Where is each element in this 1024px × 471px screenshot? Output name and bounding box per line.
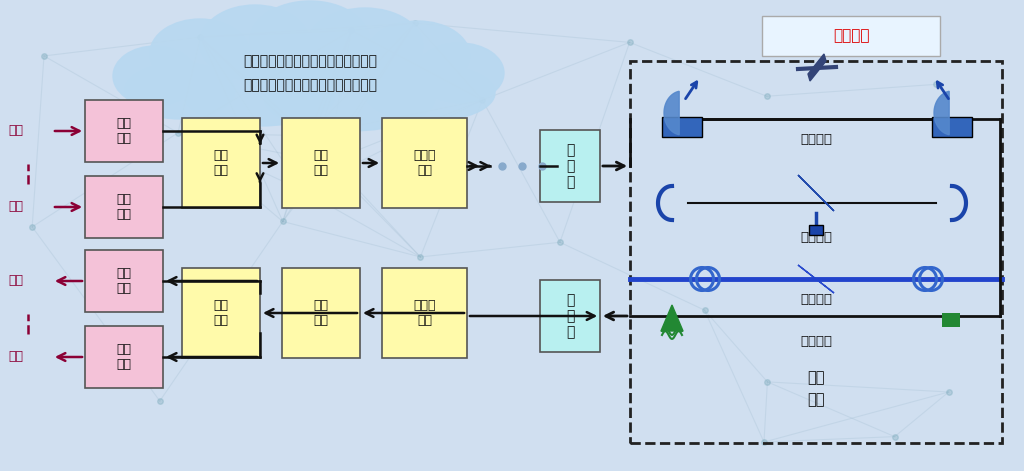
Ellipse shape xyxy=(200,5,310,81)
FancyBboxPatch shape xyxy=(809,225,823,235)
Text: 用户
环路: 用户 环路 xyxy=(213,299,228,327)
FancyBboxPatch shape xyxy=(182,118,260,208)
Text: 发
送
机: 发 送 机 xyxy=(566,143,574,189)
Ellipse shape xyxy=(307,8,423,84)
Text: 电复接
设备: 电复接 设备 xyxy=(414,299,436,327)
Polygon shape xyxy=(798,175,834,211)
FancyBboxPatch shape xyxy=(85,100,163,162)
Polygon shape xyxy=(662,305,683,331)
FancyBboxPatch shape xyxy=(85,250,163,312)
Ellipse shape xyxy=(185,66,335,126)
Text: 用户
环路: 用户 环路 xyxy=(213,149,228,177)
Text: 用户
终端: 用户 终端 xyxy=(117,343,131,371)
FancyBboxPatch shape xyxy=(182,268,260,358)
FancyBboxPatch shape xyxy=(85,176,163,238)
Text: 微波通信: 微波通信 xyxy=(800,231,831,244)
FancyBboxPatch shape xyxy=(762,16,940,56)
Text: 通信信道: 通信信道 xyxy=(833,29,869,43)
Text: 光纤通信: 光纤通信 xyxy=(800,293,831,306)
Text: 信息: 信息 xyxy=(8,275,23,287)
Ellipse shape xyxy=(366,21,470,91)
Ellipse shape xyxy=(125,63,234,119)
FancyBboxPatch shape xyxy=(282,118,360,208)
Text: 信息: 信息 xyxy=(8,124,23,138)
Ellipse shape xyxy=(365,65,495,121)
Polygon shape xyxy=(798,265,834,293)
Text: 电复接
设备: 电复接 设备 xyxy=(414,149,436,177)
Text: 光纤通信是人类历史上的重大突破，
光纤通信已成为信息社会的神经系统: 光纤通信是人类历史上的重大突破， 光纤通信已成为信息社会的神经系统 xyxy=(243,54,377,92)
Text: 接
收
机: 接 收 机 xyxy=(566,293,574,339)
Text: 信息: 信息 xyxy=(8,201,23,213)
Text: 用户
终端: 用户 终端 xyxy=(117,117,131,145)
FancyBboxPatch shape xyxy=(85,326,163,388)
FancyBboxPatch shape xyxy=(662,117,702,137)
FancyBboxPatch shape xyxy=(382,268,467,358)
Text: 交换
设备: 交换 设备 xyxy=(313,299,329,327)
FancyBboxPatch shape xyxy=(540,130,600,202)
Text: 交换
设备: 交换 设备 xyxy=(313,149,329,177)
Ellipse shape xyxy=(250,1,370,81)
Text: 用户
终端: 用户 终端 xyxy=(117,193,131,221)
FancyBboxPatch shape xyxy=(932,117,972,137)
Ellipse shape xyxy=(113,46,197,106)
Ellipse shape xyxy=(150,19,250,87)
Text: 传输
系统: 传输 系统 xyxy=(807,370,824,407)
Ellipse shape xyxy=(416,43,504,103)
Polygon shape xyxy=(934,91,949,135)
Text: 移动通信: 移动通信 xyxy=(800,335,831,348)
FancyBboxPatch shape xyxy=(540,280,600,352)
Ellipse shape xyxy=(265,67,435,131)
FancyBboxPatch shape xyxy=(282,268,360,358)
FancyBboxPatch shape xyxy=(382,118,467,208)
Text: 卫星通信: 卫星通信 xyxy=(800,133,831,146)
Text: 信息: 信息 xyxy=(8,350,23,364)
Text: 用户
终端: 用户 终端 xyxy=(117,267,131,295)
FancyBboxPatch shape xyxy=(942,313,961,327)
Polygon shape xyxy=(664,91,679,135)
Polygon shape xyxy=(808,54,826,81)
